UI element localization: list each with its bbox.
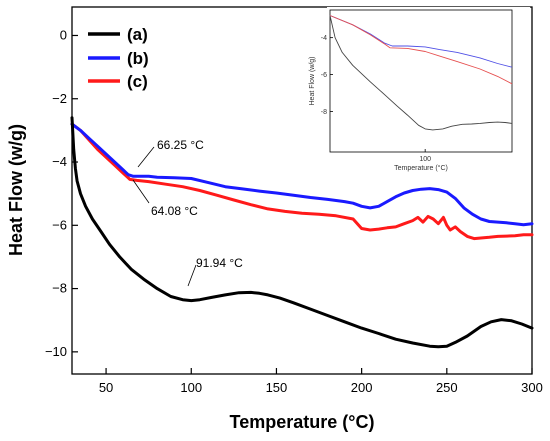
- y-tick-label: −2: [52, 91, 67, 106]
- inset-line-c: [329, 15, 513, 85]
- inset-background: [327, 7, 530, 157]
- inset-line-a: [329, 15, 513, 131]
- annotation-arrow-a: [187, 264, 197, 287]
- inset-x-axis-title: Temperature (°C): [394, 164, 448, 172]
- inset-x-tick-label: 100: [419, 156, 431, 163]
- x-tick-label: 50: [99, 380, 113, 395]
- annotation-arrow-c: [132, 179, 150, 204]
- annotation-arrow-b: [137, 146, 155, 168]
- main-plot-frame: [71, 6, 533, 375]
- inset-y-tick-label: -8: [321, 109, 327, 116]
- x-tick-label: 150: [266, 380, 288, 395]
- annotation-label-c: 64.08 °C: [151, 204, 198, 218]
- inset-axis-ticks: 100 -4 -6 -8: [321, 35, 431, 163]
- x-tick-label: 100: [180, 380, 202, 395]
- y-tick-label: −4: [52, 154, 67, 169]
- inset-y-axis-title: Heat Flow (w/g): [309, 56, 316, 105]
- legend: (a) (b) (c): [88, 25, 149, 91]
- series-line-a: [70, 116, 534, 349]
- inset-line-b: [329, 15, 513, 68]
- y-axis-title: Heat Flow (w/g): [6, 124, 26, 256]
- main-axis-ticks: 50 100 150 200 250 300 0 −2 −4 −6 −8 −10: [45, 27, 543, 395]
- inset-y-tick-label: -4: [321, 35, 327, 42]
- y-tick-label: −8: [52, 281, 67, 296]
- x-tick-label: 300: [521, 380, 543, 395]
- x-tick-label: 200: [351, 380, 373, 395]
- annotation-label-a: 91.94 °C: [196, 256, 243, 270]
- x-tick-label: 250: [436, 380, 458, 395]
- y-tick-label: 0: [60, 27, 67, 42]
- legend-label-c: (c): [127, 72, 148, 91]
- annotation-label-b: 66.25 °C: [157, 138, 204, 152]
- series-line-b: [70, 122, 534, 227]
- inset-series-lines: [329, 15, 513, 131]
- legend-label-b: (b): [127, 49, 149, 68]
- series-line-c: [70, 122, 534, 241]
- x-axis-title: Temperature (°C): [230, 412, 375, 432]
- y-tick-label: −6: [52, 217, 67, 232]
- main-series-lines: [70, 116, 534, 349]
- annotations: 66.25 °C 64.08 °C 91.94 °C: [132, 138, 243, 287]
- y-tick-label: −10: [45, 344, 67, 359]
- inset-frame: [329, 9, 513, 153]
- legend-label-a: (a): [127, 25, 148, 44]
- inset-chart: 100 -4 -6 -8 Temperature (°C) Heat Flow (w/…: [309, 7, 530, 172]
- inset-y-tick-label: -6: [321, 72, 327, 79]
